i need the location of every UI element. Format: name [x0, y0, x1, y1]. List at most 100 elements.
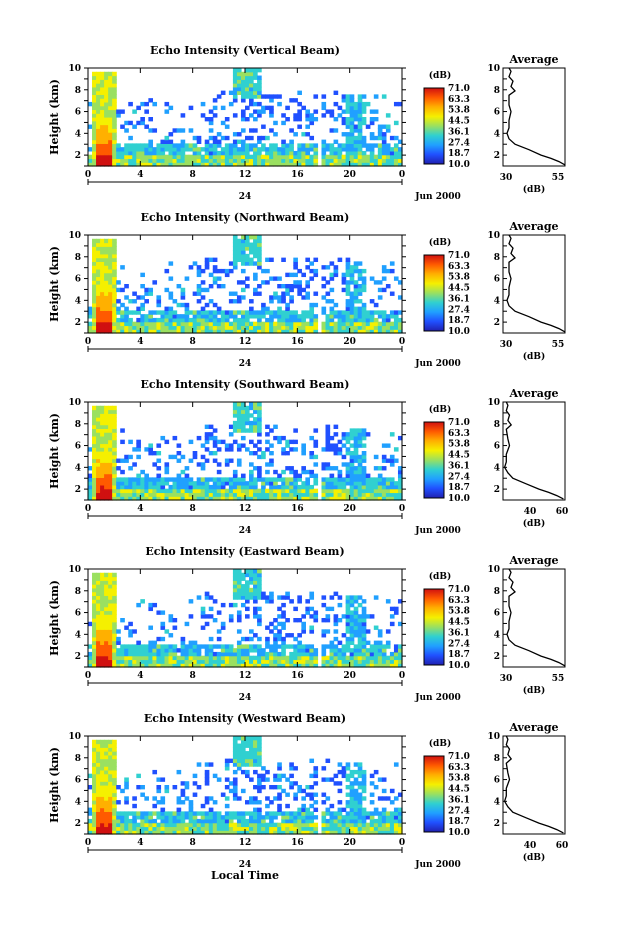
heatmap-cell	[289, 818, 294, 824]
heatmap-cell	[92, 766, 97, 771]
heatmap-cell	[333, 644, 339, 649]
heatmap-cell	[236, 238, 242, 244]
heatmap-cell	[349, 803, 355, 809]
heatmap-cell	[232, 238, 238, 244]
colorbar-tick-label: 63.3	[448, 95, 470, 105]
heatmap-cell	[265, 424, 270, 429]
heatmap-cell	[365, 830, 371, 835]
avg-xtick: 40	[524, 507, 537, 517]
heatmap-cell	[212, 317, 218, 323]
heatmap-cell	[208, 815, 214, 820]
heatmap-cell	[313, 325, 319, 330]
heatmap-cell	[305, 109, 311, 114]
heatmap-cell	[305, 124, 311, 129]
heatmap-cell	[164, 785, 170, 790]
heatmap-cell	[253, 830, 258, 835]
heatmap-cell	[393, 310, 399, 315]
heatmap-cell	[285, 272, 290, 278]
heatmap-cell	[309, 321, 315, 327]
heatmap-cell	[124, 625, 129, 630]
heatmap-cell	[192, 648, 198, 653]
heatmap-cell	[236, 253, 242, 259]
heatmap-cell	[353, 655, 359, 661]
heatmap-cell	[104, 788, 109, 794]
heatmap-cell	[216, 477, 222, 482]
heatmap-cell	[277, 629, 282, 634]
heatmap-cell	[329, 143, 335, 148]
heatmap-cell	[285, 826, 290, 831]
heatmap-cell	[96, 443, 101, 448]
heatmap-cell	[329, 150, 335, 156]
heatmap-cell	[236, 295, 242, 300]
heatmap-cell	[192, 811, 198, 816]
month-label: Jun 2000	[414, 359, 461, 369]
heatmap-cell	[96, 435, 101, 441]
heatmap-cell	[249, 135, 254, 141]
heatmap-cell	[357, 154, 363, 160]
heatmap-cell	[365, 492, 371, 497]
heatmap-cell	[281, 640, 286, 645]
heatmap-cell	[253, 818, 258, 824]
heatmap-cell	[361, 796, 367, 801]
heatmap-cell	[172, 435, 178, 441]
heatmap-cell	[357, 595, 363, 600]
heatmap-cell	[116, 466, 121, 471]
heatmap-cell	[253, 584, 258, 589]
heatmap-cell	[188, 477, 194, 482]
heatmap-cell	[108, 625, 113, 630]
heatmap-cell	[265, 644, 270, 649]
heatmap-cell	[269, 648, 274, 653]
heatmap-cell	[297, 284, 302, 289]
heatmap-cell	[385, 477, 391, 482]
heatmap-cell	[88, 481, 93, 486]
heatmap-cell	[289, 439, 294, 445]
heatmap-cell	[116, 306, 121, 311]
heatmap-cell	[357, 830, 363, 835]
heatmap-cell	[144, 822, 149, 828]
heatmap-cell	[184, 317, 190, 323]
heatmap-cell	[249, 818, 254, 824]
heatmap-cell	[108, 321, 113, 327]
heatmap-cell	[281, 773, 286, 779]
heatmap-cell	[341, 766, 347, 771]
heatmap-cell	[240, 314, 246, 319]
heatmap-cell	[104, 150, 109, 156]
heatmap-cell	[180, 663, 186, 668]
heatmap-cell	[377, 644, 383, 649]
x-tick-label: 20	[343, 504, 356, 514]
heatmap-cell	[204, 769, 210, 775]
heatmap-cell	[104, 477, 109, 482]
heatmap-cell	[236, 242, 242, 247]
heatmap-cell	[393, 314, 399, 319]
panel-vertical-beam: Echo Intensity (Vertical Beam) 0 4 8 12 16 20…	[48, 44, 566, 202]
avg-xlabel: (dB)	[523, 852, 545, 863]
heatmap-cell	[104, 139, 109, 144]
heatmap-cell	[220, 818, 226, 824]
heatmap-cell	[204, 477, 210, 482]
heatmap-cell	[357, 644, 363, 649]
heatmap-cell	[265, 496, 270, 501]
heatmap-cell	[377, 481, 383, 486]
heatmap-cell	[293, 811, 298, 816]
heatmap-cell	[321, 101, 327, 107]
heatmap-cell	[289, 488, 294, 494]
heatmap-cell	[232, 651, 238, 657]
heatmap-cell	[261, 818, 266, 824]
heatmap-cell	[92, 572, 97, 578]
heatmap-cell	[92, 257, 97, 262]
heatmap-cell	[281, 610, 286, 615]
heatmap-cell	[265, 796, 270, 801]
heatmap-cell	[357, 773, 363, 779]
heatmap-cell	[108, 154, 113, 160]
heatmap-cell	[88, 826, 93, 831]
heatmap-cell	[100, 253, 105, 259]
heatmap-cell	[277, 766, 282, 771]
heatmap-cell	[152, 659, 158, 664]
heatmap-cell	[293, 496, 298, 501]
heatmap-cell	[389, 291, 395, 296]
heatmap-cell	[232, 659, 238, 664]
heatmap-cell	[245, 117, 250, 122]
heatmap-cell	[96, 154, 101, 160]
heatmap-cell	[160, 644, 166, 649]
heatmap-cell	[140, 792, 145, 797]
